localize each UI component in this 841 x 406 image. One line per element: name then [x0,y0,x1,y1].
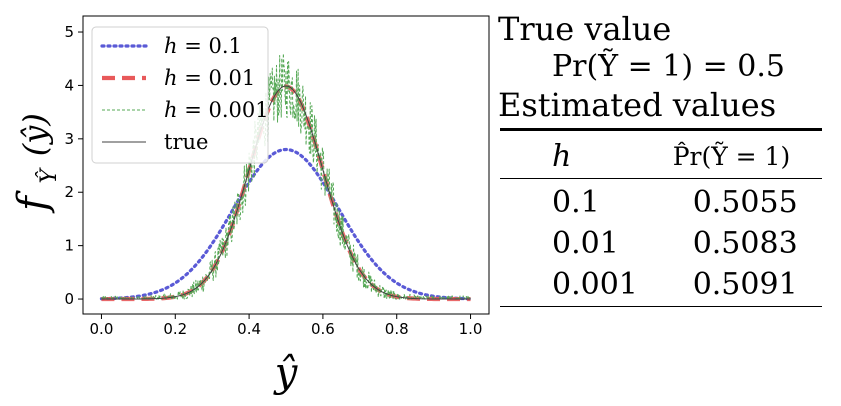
x-axis: 0.0 0.2 0.4 0.6 0.8 1.0 [90,314,483,338]
table-row: 0.001 0.5091 [500,264,822,307]
legend-box [91,26,269,164]
svg-text:f Ŷ (ŷ): f Ŷ (ŷ) [10,113,66,214]
density-chart: 0.0 0.2 0.4 0.6 0.8 1.0 0 1 2 3 4 5 h = 0.1 h = 0.0… [10,15,490,396]
table-header-row: h P̂r(Ỹ = 1) [500,128,822,179]
y-tick-label: 0 [64,290,74,308]
x-tick-label: 0.6 [311,320,335,338]
y-tick-label: 4 [64,76,74,94]
legend-label: h = 0.01 [164,66,255,90]
series-line-3 [101,52,471,300]
estimates-table: h P̂r(Ỹ = 1) 0.1 0.5055 0.01 0.5083 0.00… [500,128,822,307]
results-panel: True value Pr(Ỹ = 1) = 0.5 Estimated val… [498,10,828,307]
y-tick-label: 5 [64,23,74,41]
cell-estimate: 0.5055 [692,185,798,220]
table-row: 0.1 0.5055 [500,179,822,224]
column-header-estimate: P̂r(Ỹ = 1) [662,128,822,179]
legend-label: true [164,130,208,154]
column-header-h: h [500,128,663,179]
y-label-main: f [10,190,56,214]
estimated-values-heading: Estimated values [498,86,777,124]
cell-h: 0.001 [500,264,663,307]
y-tick-label: 3 [64,130,74,148]
true-value-heading: True value [498,10,672,48]
x-tick-label: 0.4 [237,320,261,338]
legend: h = 0.1 h = 0.01 h = 0.001 true [91,26,269,164]
x-axis-label: ŷ [273,350,299,396]
y-axis: 0 1 2 3 4 5 [64,23,83,308]
x-tick-label: 1.0 [459,320,483,338]
y-tick-label: 1 [64,237,74,255]
cell-estimate: 0.5083 [692,226,798,261]
y-label-arg: (ŷ) [16,113,54,156]
table-row: 0.01 0.5083 [500,223,822,264]
plot-frame [82,15,490,315]
cell-h: 0.1 [552,185,600,220]
cell-h: 0.01 [552,226,619,261]
legend-label: h = 0.001 [164,98,269,122]
x-tick-label: 0.2 [163,320,187,338]
series-line-4 [101,85,471,300]
y-axis-label: f Ŷ (ŷ) [10,113,66,214]
cell-estimate: 0.5091 [662,264,822,307]
y-tick-label: 2 [64,183,74,201]
legend-label: h = 0.1 [164,34,242,58]
y-label-sub: Ŷ [35,166,62,183]
x-tick-label: 0.0 [90,320,114,338]
x-tick-label: 0.8 [385,320,409,338]
series-line-1 [99,147,473,301]
chart-series [99,52,473,302]
true-value-expression: Pr(Ỹ = 1) = 0.5 [552,49,785,84]
